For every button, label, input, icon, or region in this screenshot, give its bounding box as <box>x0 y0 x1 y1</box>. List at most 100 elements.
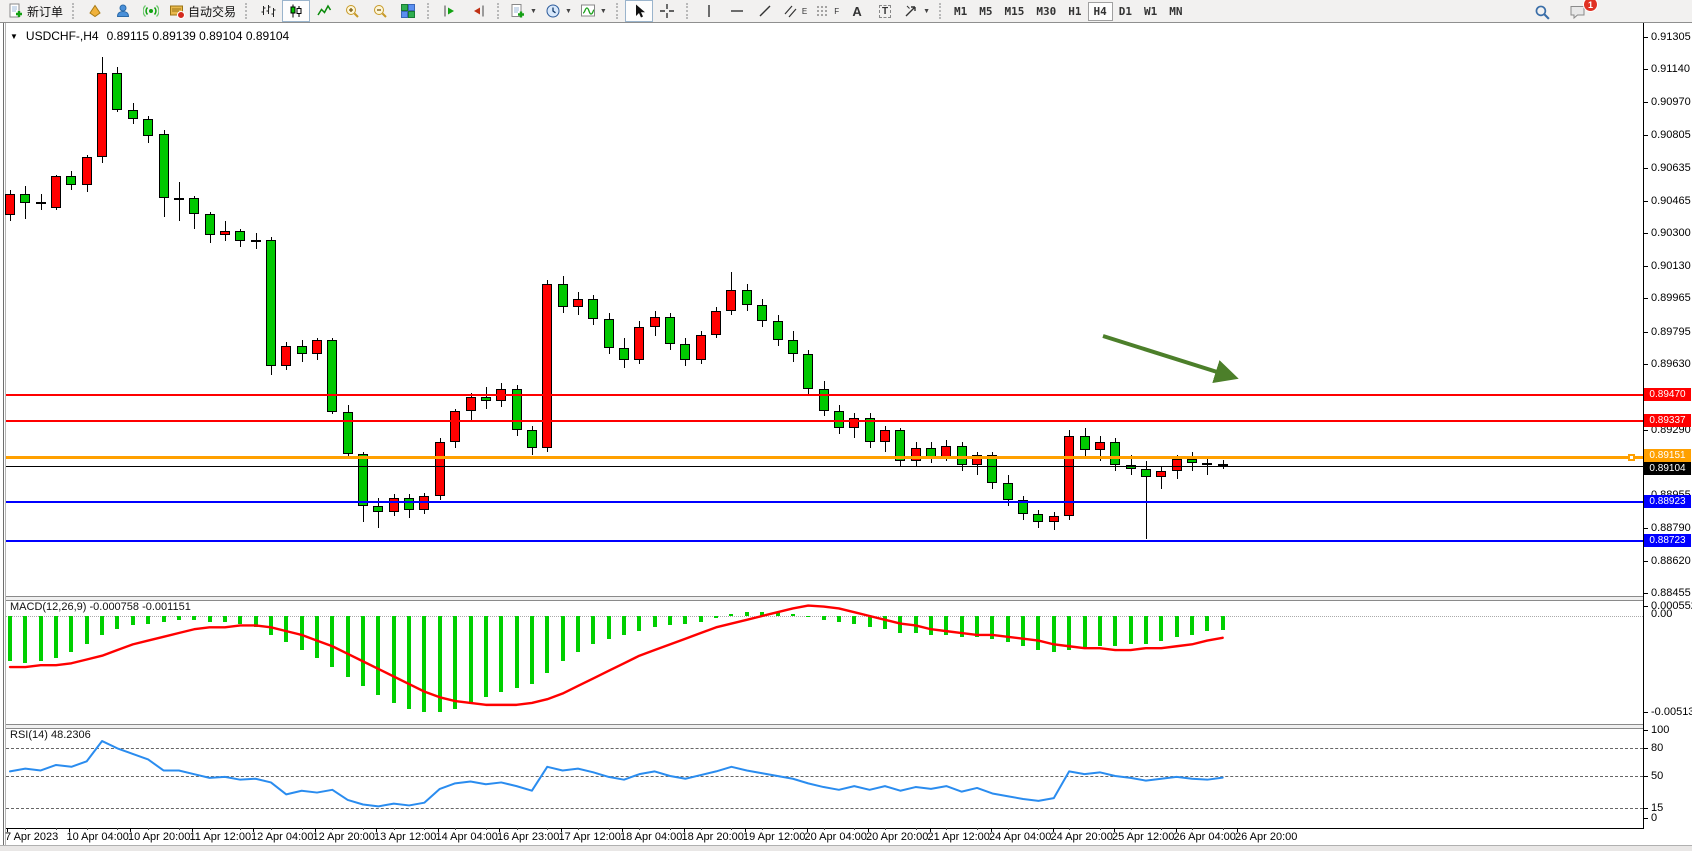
pane-splitter-macd[interactable] <box>6 596 1643 601</box>
macd-histogram-bar <box>575 616 580 652</box>
timeframe-w1[interactable]: W1 <box>1144 4 1158 18</box>
macd-label: MACD(12,26,9) -0.000758 -0.001151 <box>10 601 191 613</box>
candle-wick <box>40 194 42 210</box>
crosshair-button[interactable] <box>653 0 681 22</box>
hline-price-label: 0.89151 <box>1644 448 1691 462</box>
candlestick-button[interactable] <box>282 0 311 22</box>
pane-splitter-rsi[interactable] <box>6 724 1643 729</box>
chart-plot-area[interactable] <box>6 24 1643 596</box>
timeframe-d1[interactable]: D1 <box>1118 4 1133 18</box>
notifications-button[interactable]: 1 <box>1564 0 1598 23</box>
time-tick-minor <box>25 828 27 830</box>
macd-histogram-bar <box>23 616 28 664</box>
horizontal-line-object[interactable] <box>6 419 1643 422</box>
channel-icon <box>783 3 799 19</box>
timeframe-m30[interactable]: M30 <box>1036 4 1057 18</box>
market-button[interactable] <box>81 0 109 22</box>
macd-histogram-bar <box>591 616 596 645</box>
rsi-pane[interactable] <box>6 728 1643 828</box>
cursor-button[interactable] <box>624 0 653 22</box>
zoom-in-button[interactable] <box>338 0 366 22</box>
price-tick-label: 0.90130 <box>1651 260 1691 273</box>
macd-histogram-bar <box>1051 616 1056 652</box>
price-tick-label: 0.90805 <box>1651 128 1691 141</box>
candle <box>450 410 461 442</box>
candle <box>404 498 415 511</box>
period-menu-button[interactable]: ▼ <box>541 0 576 22</box>
candle-wick <box>378 498 380 528</box>
candle <box>127 110 138 119</box>
hline-handle[interactable] <box>1628 453 1635 461</box>
time-tick-minor <box>700 828 702 830</box>
rsi-scale-label: 100 <box>1651 724 1670 736</box>
macd-histogram-bar <box>1128 616 1133 645</box>
timeframe-m1[interactable]: M1 <box>954 4 968 18</box>
collapse-icon[interactable]: ▼ <box>10 31 18 41</box>
candle-wick <box>1161 467 1163 489</box>
timeframe-h4[interactable]: H4 <box>1087 1 1113 21</box>
auto-scroll-button[interactable] <box>436 0 464 22</box>
trendline-button[interactable] <box>751 0 779 22</box>
timeframe-m15[interactable]: M15 <box>1004 4 1025 18</box>
candle <box>358 453 369 507</box>
candle <box>1064 435 1075 516</box>
line-chart-button[interactable] <box>310 0 338 22</box>
horizontal-line-object[interactable] <box>6 500 1643 503</box>
time-tick-minor <box>485 828 487 830</box>
toolbar-grip <box>497 3 501 19</box>
fibonacci-button[interactable]: F <box>811 0 843 22</box>
horizontal-line-object[interactable] <box>6 393 1643 396</box>
macd-histogram-bar <box>1220 616 1225 631</box>
horizontal-line-object[interactable] <box>6 455 1643 459</box>
time-tick-minor <box>424 828 426 830</box>
tile-windows-button[interactable] <box>394 0 422 22</box>
autotrading-button[interactable]: 自动交易 <box>165 0 240 22</box>
horizontal-line-button[interactable] <box>723 0 751 22</box>
candle <box>1094 441 1105 450</box>
chart-shift-icon <box>470 3 486 19</box>
toolbar-grip <box>427 3 431 19</box>
macd-histogram-bar <box>913 616 918 634</box>
time-tick-minor <box>1099 828 1101 830</box>
candle <box>1217 464 1228 467</box>
candle <box>312 340 322 354</box>
channel-button[interactable]: E <box>779 0 811 22</box>
price-tick-mark <box>1644 593 1648 594</box>
price-tick-mark <box>1644 102 1648 104</box>
arrows-tool-button[interactable]: ▼ <box>899 0 934 22</box>
macd-histogram-bar <box>560 616 565 662</box>
price-tick-mark <box>1644 363 1648 365</box>
window-border-left <box>3 23 4 845</box>
text-label-button[interactable]: T <box>871 0 899 22</box>
timeframe-m5[interactable]: M5 <box>979 4 993 18</box>
horizontal-line-object[interactable] <box>6 539 1643 542</box>
candle <box>649 316 660 327</box>
zoom-out-button[interactable] <box>366 0 394 22</box>
vps-button[interactable] <box>137 0 165 22</box>
vertical-line-button[interactable] <box>695 0 723 22</box>
macd-histogram-bar <box>529 616 534 685</box>
timeframe-bar: M1 M5 M15 M30 H1 H4 D1 W1 MN <box>948 1 1189 21</box>
timeframe-mn[interactable]: MN <box>1169 4 1183 18</box>
chart-shift-button[interactable] <box>464 0 492 22</box>
timeframe-h1[interactable]: H1 <box>1068 4 1082 18</box>
rsi-tick-mark <box>1644 776 1648 777</box>
new-order-button[interactable]: 新订单 <box>4 0 67 22</box>
time-tick-minor <box>455 828 457 830</box>
rsi-label: RSI(14) 48.2306 <box>10 729 91 741</box>
candle <box>833 410 844 429</box>
bar-chart-button[interactable] <box>254 0 282 22</box>
candle <box>219 231 230 235</box>
indicators-menu-button[interactable]: ▼ <box>576 0 611 22</box>
macd-histogram-bar <box>38 616 43 662</box>
new-chart-button[interactable]: ▼ <box>506 0 541 22</box>
search-button[interactable] <box>1528 1 1556 23</box>
market-icon <box>87 3 103 19</box>
macd-histogram-bar <box>944 616 949 635</box>
vertical-line-icon <box>701 3 717 19</box>
signals-button[interactable] <box>109 0 137 22</box>
text-button[interactable]: A <box>843 0 871 22</box>
candle <box>572 299 583 308</box>
toolbar: 新订单 自动交易 ▼ ▼ ▼ E F A T ▼ <box>0 0 1692 23</box>
time-tick-label: 13 Apr 12:00 <box>374 831 437 843</box>
